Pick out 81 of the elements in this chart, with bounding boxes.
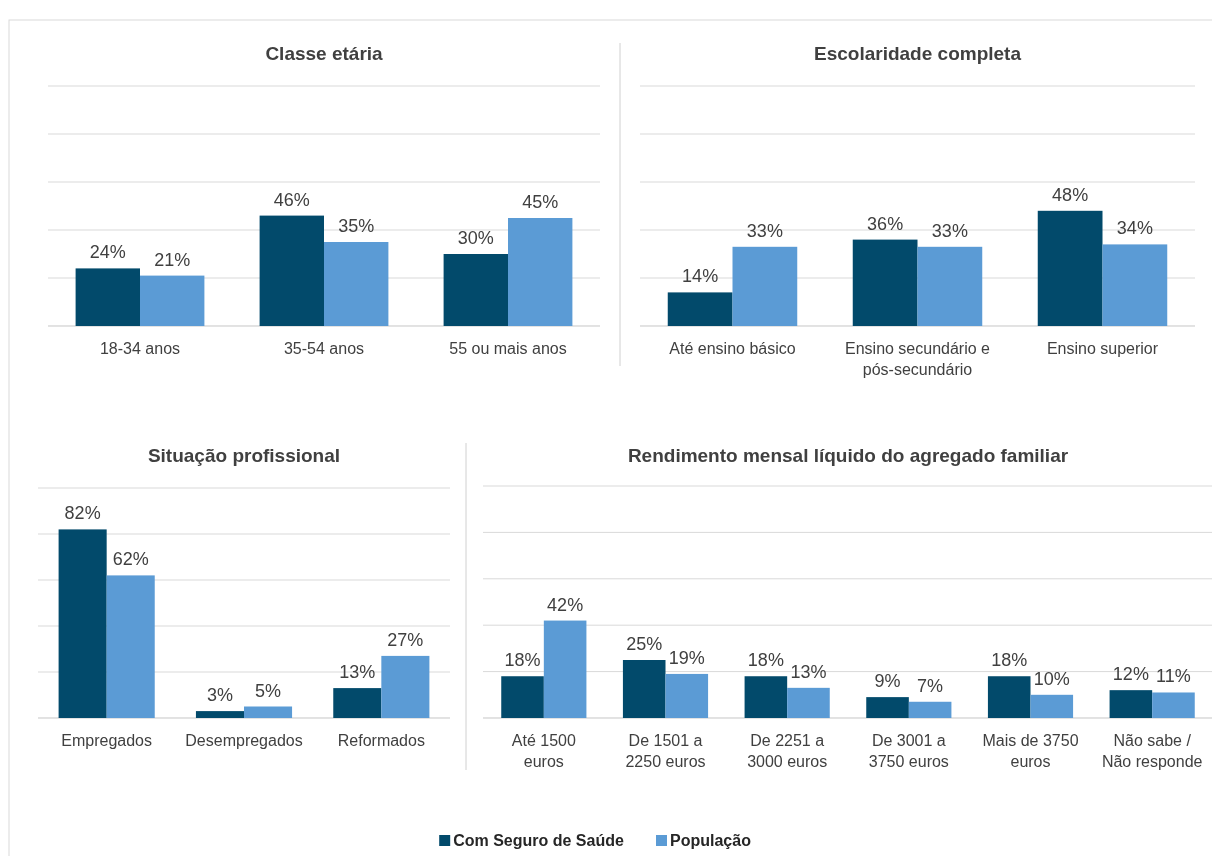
data-label: 13% (790, 661, 827, 682)
chart-title: Situação profissional (147, 445, 341, 466)
x-tick-label: Não sabe / Não responde (1101, 732, 1203, 770)
data-label: 9% (874, 671, 901, 692)
bar (333, 688, 382, 718)
data-label: 27% (387, 629, 424, 650)
bar (987, 676, 1031, 718)
bar (140, 275, 205, 326)
data-label: 36% (867, 213, 904, 234)
bar (1109, 690, 1153, 718)
data-label: 19% (668, 647, 705, 668)
x-tick-label: De 3001 a 3750 euros (868, 732, 949, 770)
bar (501, 676, 544, 718)
data-label: 5% (255, 680, 282, 701)
x-tick-label: Mais de 3750 euros (982, 732, 1079, 770)
bar (1037, 210, 1103, 326)
bar (508, 218, 573, 326)
chart-title: Classe etária (265, 43, 384, 64)
x-tick-label: De 2251 a 3000 euros (747, 732, 828, 770)
data-label: 45% (522, 192, 559, 212)
bar (1102, 244, 1168, 326)
x-tick-label: 35-54 anos (283, 340, 365, 357)
data-label: 62% (112, 549, 149, 570)
bar (622, 660, 666, 718)
bar (667, 292, 733, 326)
bar (58, 529, 107, 718)
data-label: 46% (273, 189, 310, 210)
bar (665, 673, 709, 718)
data-label: 33% (931, 220, 968, 241)
data-label: 21% (154, 249, 191, 270)
bar (195, 711, 244, 718)
legend-label: População (670, 832, 752, 849)
data-label: 48% (1052, 184, 1089, 205)
data-label: 3% (206, 685, 233, 706)
x-tick-label: Ensino secundário e pós-secundário (845, 340, 991, 378)
bar (787, 687, 830, 718)
x-tick-label: Até ensino básico (669, 340, 796, 357)
bar (1030, 694, 1074, 718)
x-tick-label: 55 ou mais anos (449, 340, 567, 357)
data-label: 82% (64, 503, 101, 524)
data-label: 24% (89, 242, 126, 263)
bar (917, 246, 983, 326)
chart-title: Escolaridade completa (814, 43, 1022, 64)
data-label: 14% (682, 266, 719, 287)
x-tick-label: Empregados (61, 732, 153, 749)
x-tick-label: Ensino superior (1046, 340, 1159, 357)
data-label: 18% (991, 650, 1028, 671)
data-label: 12% (1112, 664, 1149, 685)
data-label: 30% (457, 228, 494, 248)
bar (852, 239, 918, 326)
x-tick-label: Desempregados (185, 732, 303, 749)
bar (443, 254, 508, 326)
bar (1152, 692, 1195, 718)
bar (106, 575, 155, 718)
data-label: 25% (626, 634, 663, 654)
bar (259, 215, 324, 326)
chart-title: Rendimento mensal líquido do agregado familiar (627, 445, 1069, 466)
x-tick-label: De 1501 a 2250 euros (625, 732, 706, 770)
data-label: 7% (917, 675, 944, 696)
bar (381, 655, 430, 718)
bar (732, 246, 798, 326)
bar (866, 697, 909, 718)
data-label: 34% (1116, 218, 1153, 239)
x-tick-label: Até 1500 euros (511, 732, 576, 770)
data-label: 42% (547, 594, 584, 615)
data-label: 35% (338, 216, 375, 236)
data-label: 18% (504, 650, 541, 671)
data-label: 18% (747, 650, 784, 671)
bar (324, 242, 389, 326)
legend-label: Com Seguro de Saúde (453, 832, 624, 849)
bar (543, 620, 587, 718)
x-tick-label: 18-34 anos (99, 340, 181, 357)
data-label: 13% (339, 662, 376, 683)
bar (75, 268, 140, 326)
data-label: 10% (1033, 668, 1070, 689)
bar (908, 701, 952, 718)
bar (744, 676, 788, 718)
x-tick-label: Reformados (337, 732, 425, 749)
data-label: 11% (1156, 666, 1191, 687)
bar (244, 706, 293, 718)
data-label: 33% (746, 220, 783, 241)
